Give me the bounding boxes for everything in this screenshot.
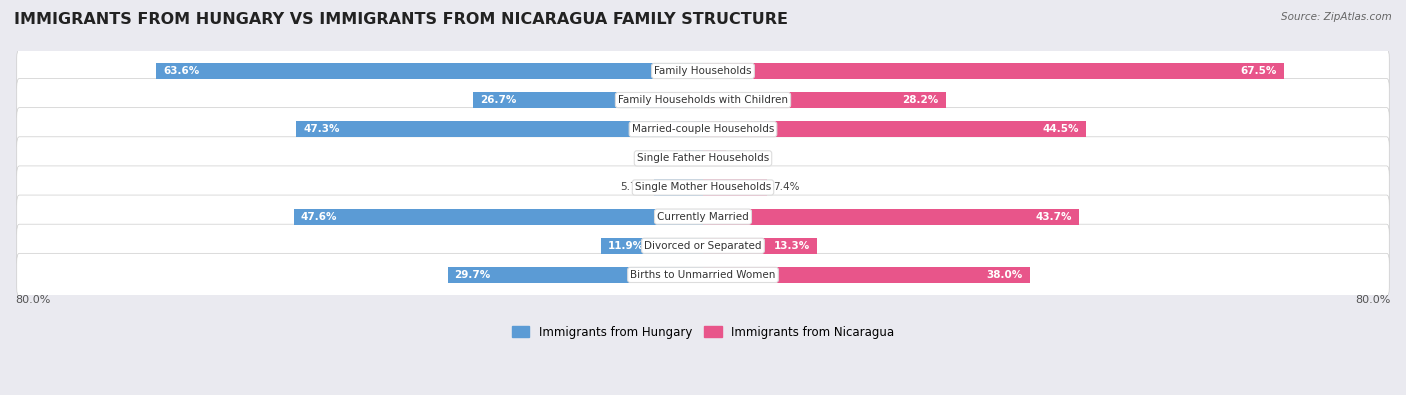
Text: Source: ZipAtlas.com: Source: ZipAtlas.com — [1281, 12, 1392, 22]
Bar — [703, 267, 1029, 283]
FancyBboxPatch shape — [17, 108, 1389, 151]
FancyBboxPatch shape — [17, 195, 1389, 238]
Bar — [703, 179, 766, 196]
Text: 28.2%: 28.2% — [903, 95, 939, 105]
Bar — [703, 209, 1078, 225]
Text: 80.0%: 80.0% — [15, 295, 51, 305]
FancyBboxPatch shape — [17, 224, 1389, 267]
Bar — [703, 63, 1284, 79]
Text: 80.0%: 80.0% — [1355, 295, 1391, 305]
Text: Family Households with Children: Family Households with Children — [619, 95, 787, 105]
Text: Married-couple Households: Married-couple Households — [631, 124, 775, 134]
Bar — [447, 267, 703, 283]
Bar — [294, 209, 703, 225]
Text: 44.5%: 44.5% — [1042, 124, 1078, 134]
Bar — [703, 121, 1085, 137]
Text: Divorced or Separated: Divorced or Separated — [644, 241, 762, 251]
Bar — [703, 150, 727, 166]
Text: IMMIGRANTS FROM HUNGARY VS IMMIGRANTS FROM NICARAGUA FAMILY STRUCTURE: IMMIGRANTS FROM HUNGARY VS IMMIGRANTS FR… — [14, 12, 787, 27]
Bar — [654, 179, 703, 196]
Text: Family Households: Family Households — [654, 66, 752, 76]
Text: 2.1%: 2.1% — [651, 153, 678, 164]
Bar — [156, 63, 703, 79]
Text: 11.9%: 11.9% — [607, 241, 644, 251]
FancyBboxPatch shape — [17, 137, 1389, 180]
Text: 13.3%: 13.3% — [775, 241, 810, 251]
Legend: Immigrants from Hungary, Immigrants from Nicaragua: Immigrants from Hungary, Immigrants from… — [508, 321, 898, 343]
Text: Births to Unmarried Women: Births to Unmarried Women — [630, 270, 776, 280]
Text: Currently Married: Currently Married — [657, 212, 749, 222]
Bar — [703, 92, 945, 108]
Text: 38.0%: 38.0% — [987, 270, 1024, 280]
Text: Single Father Households: Single Father Households — [637, 153, 769, 164]
Bar — [600, 238, 703, 254]
FancyBboxPatch shape — [17, 49, 1389, 92]
FancyBboxPatch shape — [17, 166, 1389, 209]
Text: 63.6%: 63.6% — [163, 66, 200, 76]
Text: 29.7%: 29.7% — [454, 270, 491, 280]
Bar — [685, 150, 703, 166]
Text: 5.7%: 5.7% — [620, 182, 647, 192]
Text: 67.5%: 67.5% — [1240, 66, 1277, 76]
FancyBboxPatch shape — [17, 79, 1389, 122]
Text: 43.7%: 43.7% — [1035, 212, 1071, 222]
Text: 47.3%: 47.3% — [304, 124, 340, 134]
Text: 2.7%: 2.7% — [733, 153, 759, 164]
Text: 7.4%: 7.4% — [773, 182, 800, 192]
Text: Single Mother Households: Single Mother Households — [636, 182, 770, 192]
Bar — [703, 238, 817, 254]
FancyBboxPatch shape — [17, 253, 1389, 297]
Bar — [297, 121, 703, 137]
Bar — [474, 92, 703, 108]
Text: 26.7%: 26.7% — [481, 95, 516, 105]
Text: 47.6%: 47.6% — [301, 212, 337, 222]
